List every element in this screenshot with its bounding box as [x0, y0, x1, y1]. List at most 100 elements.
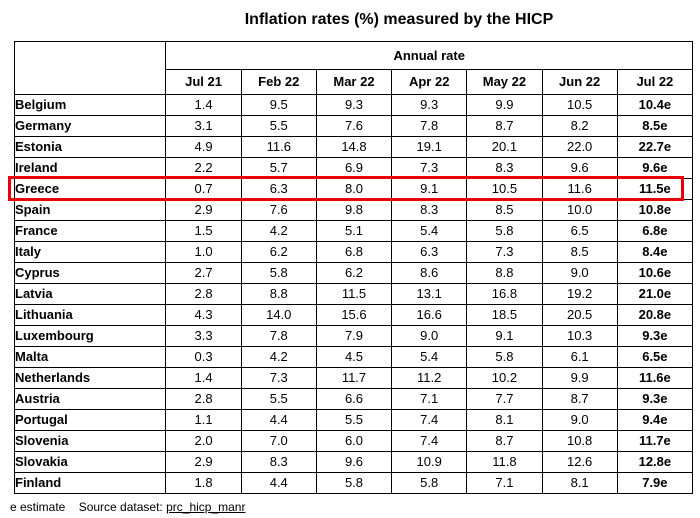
country-cell: Germany [13, 115, 167, 137]
table-row: Portugal 1.1 4.4 5.5 7.4 8.1 9.0 9.4e [13, 409, 694, 431]
value-cell: 12.8e [616, 451, 694, 473]
value-cell: 10.5 [541, 94, 618, 116]
value-cell: 7.3 [240, 367, 317, 389]
table-row: Germany 3.1 5.5 7.6 7.8 8.7 8.2 8.5e [13, 115, 694, 137]
value-cell: 4.4 [240, 472, 317, 494]
value-cell: 7.4 [391, 409, 468, 431]
value-cell: 5.4 [391, 346, 468, 368]
value-cell: 2.9 [165, 451, 242, 473]
value-cell: 10.5 [466, 178, 543, 200]
value-cell: 8.3 [240, 451, 317, 473]
value-cell: 9.1 [391, 178, 468, 200]
value-cell: 7.1 [466, 472, 543, 494]
table-row: Greece 0.7 6.3 8.0 9.1 10.5 11.6 11.5e [13, 178, 694, 200]
country-cell: Belgium [13, 94, 167, 116]
footnote: e estimate Source dataset: prc_hicp_manr [10, 500, 245, 514]
country-cell: Netherlands [13, 367, 167, 389]
country-cell: Latvia [13, 283, 167, 305]
source-label: Source dataset: [78, 500, 163, 514]
value-cell: 15.6 [315, 304, 393, 326]
value-cell: 20.1 [466, 136, 543, 158]
value-cell: 1.5 [165, 220, 242, 242]
source-dataset-link[interactable]: prc_hicp_manr [166, 500, 246, 514]
value-cell: 7.9e [616, 472, 694, 494]
value-cell: 21.0e [616, 283, 694, 305]
value-cell: 7.6 [240, 199, 317, 221]
country-cell: Spain [13, 199, 167, 221]
country-header-blank [13, 41, 167, 95]
country-cell: Portugal [13, 409, 167, 431]
value-cell: 5.5 [315, 409, 393, 431]
value-cell: 12.6 [541, 451, 618, 473]
value-cell: 6.0 [315, 430, 393, 452]
value-cell: 5.8 [466, 346, 543, 368]
value-cell: 6.8 [315, 241, 393, 263]
value-cell: 5.4 [391, 220, 468, 242]
value-cell: 6.1 [541, 346, 618, 368]
value-cell: 9.0 [391, 325, 468, 347]
value-cell: 8.5e [616, 115, 694, 137]
value-cell: 6.6 [315, 388, 393, 410]
value-cell: 2.8 [165, 388, 242, 410]
value-cell: 8.7 [466, 430, 543, 452]
country-cell: Finland [13, 472, 167, 494]
value-cell: 7.1 [391, 388, 468, 410]
value-cell: 7.3 [391, 157, 468, 179]
value-cell: 5.8 [466, 220, 543, 242]
value-cell: 1.1 [165, 409, 242, 431]
value-cell: 9.0 [541, 409, 618, 431]
value-cell: 7.7 [466, 388, 543, 410]
table-row: France 1.5 4.2 5.1 5.4 5.8 6.5 6.8e [13, 220, 694, 242]
value-cell: 2.7 [165, 262, 242, 284]
column-header: Jun 22 [541, 69, 618, 95]
value-cell: 5.8 [315, 472, 393, 494]
value-cell: 11.7e [616, 430, 694, 452]
value-cell: 5.8 [240, 262, 317, 284]
value-cell: 8.8 [466, 262, 543, 284]
value-cell: 11.5e [616, 178, 694, 200]
value-cell: 10.8e [616, 199, 694, 221]
value-cell: 4.9 [165, 136, 242, 158]
value-cell: 8.5 [466, 199, 543, 221]
value-cell: 10.3 [541, 325, 618, 347]
value-cell: 7.8 [240, 325, 317, 347]
value-cell: 8.1 [541, 472, 618, 494]
value-cell: 16.8 [466, 283, 543, 305]
value-cell: 9.9 [466, 94, 543, 116]
estimate-note: e estimate [10, 500, 66, 514]
value-cell: 1.8 [165, 472, 242, 494]
table-row: Netherlands 1.4 7.3 11.7 11.2 10.2 9.9 11.6e [13, 367, 694, 389]
value-cell: 7.6 [315, 115, 393, 137]
value-cell: 8.7 [466, 115, 543, 137]
hicp-table: Annual rate Jul 21 Feb 22 Mar 22 Apr 22 May … [13, 41, 694, 494]
country-cell: France [13, 220, 167, 242]
value-cell: 11.2 [391, 367, 468, 389]
table-row: Austria 2.8 5.5 6.6 7.1 7.7 8.7 9.3e [13, 388, 694, 410]
value-cell: 8.7 [541, 388, 618, 410]
table-row: Estonia 4.9 11.6 14.8 19.1 20.1 22.0 22.7e [13, 136, 694, 158]
country-cell: Austria [13, 388, 167, 410]
table-row: Cyprus 2.7 5.8 6.2 8.6 8.8 9.0 10.6e [13, 262, 694, 284]
value-cell: 1.4 [165, 367, 242, 389]
value-cell: 8.2 [541, 115, 618, 137]
value-cell: 9.0 [541, 262, 618, 284]
country-cell: Slovenia [13, 430, 167, 452]
value-cell: 4.5 [315, 346, 393, 368]
value-cell: 8.6 [391, 262, 468, 284]
value-cell: 9.3 [391, 94, 468, 116]
table-row: Slovenia 2.0 7.0 6.0 7.4 8.7 10.8 11.7e [13, 430, 694, 452]
value-cell: 9.1 [466, 325, 543, 347]
table-row: Luxembourg 3.3 7.8 7.9 9.0 9.1 10.3 9.3e [13, 325, 694, 347]
value-cell: 10.6e [616, 262, 694, 284]
value-cell: 10.0 [541, 199, 618, 221]
value-cell: 8.3 [391, 199, 468, 221]
table-row: Lithuania 4.3 14.0 15.6 16.6 18.5 20.5 20.8e [13, 304, 694, 326]
value-cell: 10.4e [616, 94, 694, 116]
table-row: Spain 2.9 7.6 9.8 8.3 8.5 10.0 10.8e [13, 199, 694, 221]
country-cell: Luxembourg [13, 325, 167, 347]
value-cell: 9.3e [616, 388, 694, 410]
table-title: Inflation rates (%) measured by the HICP [244, 11, 554, 28]
country-cell: Estonia [13, 136, 167, 158]
value-cell: 8.1 [466, 409, 543, 431]
value-cell: 20.8e [616, 304, 694, 326]
